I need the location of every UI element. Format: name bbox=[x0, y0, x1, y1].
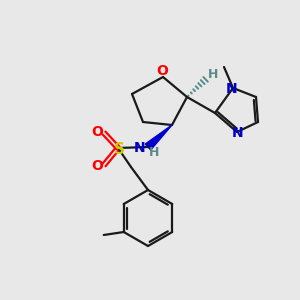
Text: N: N bbox=[232, 126, 244, 140]
Text: H: H bbox=[149, 146, 159, 158]
Text: N: N bbox=[226, 82, 238, 96]
Text: H: H bbox=[208, 68, 218, 82]
Text: S: S bbox=[113, 142, 124, 157]
Text: O: O bbox=[156, 64, 168, 78]
Text: O: O bbox=[91, 159, 103, 173]
Text: O: O bbox=[91, 125, 103, 139]
Polygon shape bbox=[145, 125, 172, 150]
Text: N: N bbox=[134, 141, 146, 155]
